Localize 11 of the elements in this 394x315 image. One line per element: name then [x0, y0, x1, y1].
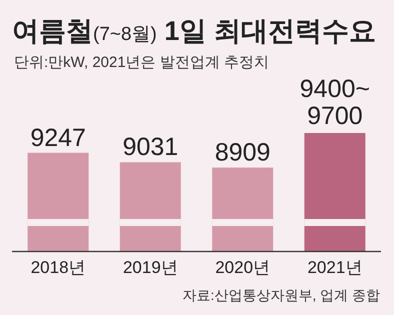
chart-title: 여름철(7~8월) 1일 최대전력수요 — [12, 16, 376, 46]
x-tick-label: 2018년 — [30, 258, 86, 277]
data-label: 9247 — [30, 124, 86, 152]
x-tick-label: 2019년 — [122, 258, 178, 277]
data-label: 8909 — [214, 138, 270, 167]
data-label: 9400~9700 — [300, 75, 370, 130]
x-tick-label: 2020년 — [215, 258, 270, 277]
x-tick-label: 2021년 — [307, 258, 362, 277]
data-label: 9031 — [122, 133, 178, 162]
chart-subtitle: 단위:만kW, 2021년은 발전업계 추정치 — [14, 54, 270, 71]
text: 자료:산업통상자원부, 업계 종합 — [182, 287, 380, 303]
